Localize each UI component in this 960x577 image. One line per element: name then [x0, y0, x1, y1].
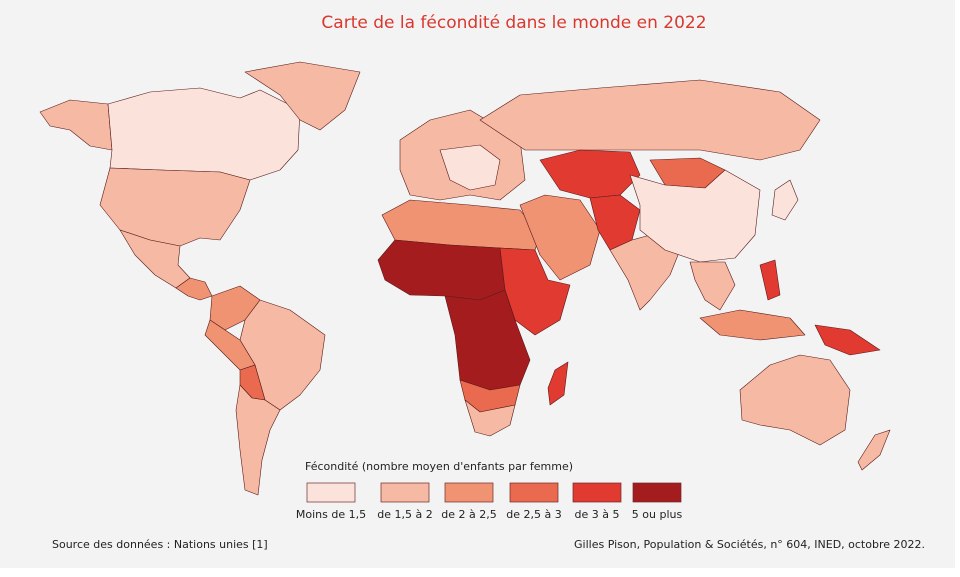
papua-new-guinea: [814, 324, 881, 356]
south-africa: [464, 399, 516, 437]
source: Source des données : Nations unies [1]: [52, 538, 268, 551]
canada: [107, 87, 301, 181]
central-asia: [539, 149, 641, 199]
legend: Moins de 1,5 de 1,5 à 2 de 2 à 2,5 de 2,5 à…: [296, 482, 683, 521]
japan-korea: [771, 179, 799, 221]
sahel: [377, 239, 506, 301]
legend-swatch: [306, 482, 356, 503]
legend-label: de 2,5 à 3: [506, 508, 561, 521]
credit: Gilles Pison, Population & Sociétés, n° …: [574, 538, 925, 551]
indonesia: [699, 309, 806, 341]
legend-title: Fécondité (nombre moyen d'enfants par fe…: [305, 460, 573, 473]
legend-swatch: [444, 482, 494, 503]
map-title: Carte de la fécondité dans le monde en 2…: [321, 13, 706, 33]
world-shapes: [39, 61, 891, 496]
alaska: [39, 99, 113, 151]
middle-east: [519, 194, 601, 281]
usa: [99, 167, 251, 247]
madagascar: [547, 361, 569, 406]
russia: [479, 79, 821, 161]
greenland: [244, 61, 361, 131]
legend-swatch: [380, 482, 430, 503]
legend-label: de 1,5 à 2: [377, 508, 432, 521]
argentina-chile: [235, 384, 281, 496]
new-zealand: [857, 429, 891, 471]
southeast-asia: [689, 261, 736, 311]
legend-swatch: [509, 482, 559, 503]
central-europe: [439, 144, 501, 191]
legend-label: Moins de 1,5: [296, 508, 366, 521]
legend-swatch: [632, 482, 682, 503]
central-africa: [444, 289, 531, 391]
legend-label: de 2 à 2,5: [441, 508, 496, 521]
legend-label: 5 ou plus: [632, 508, 683, 521]
australia: [739, 354, 851, 446]
legend-label: de 3 à 5: [575, 508, 620, 521]
china: [629, 169, 761, 263]
india: [609, 234, 681, 311]
legend-swatch: [572, 482, 622, 503]
philippines: [759, 259, 781, 301]
